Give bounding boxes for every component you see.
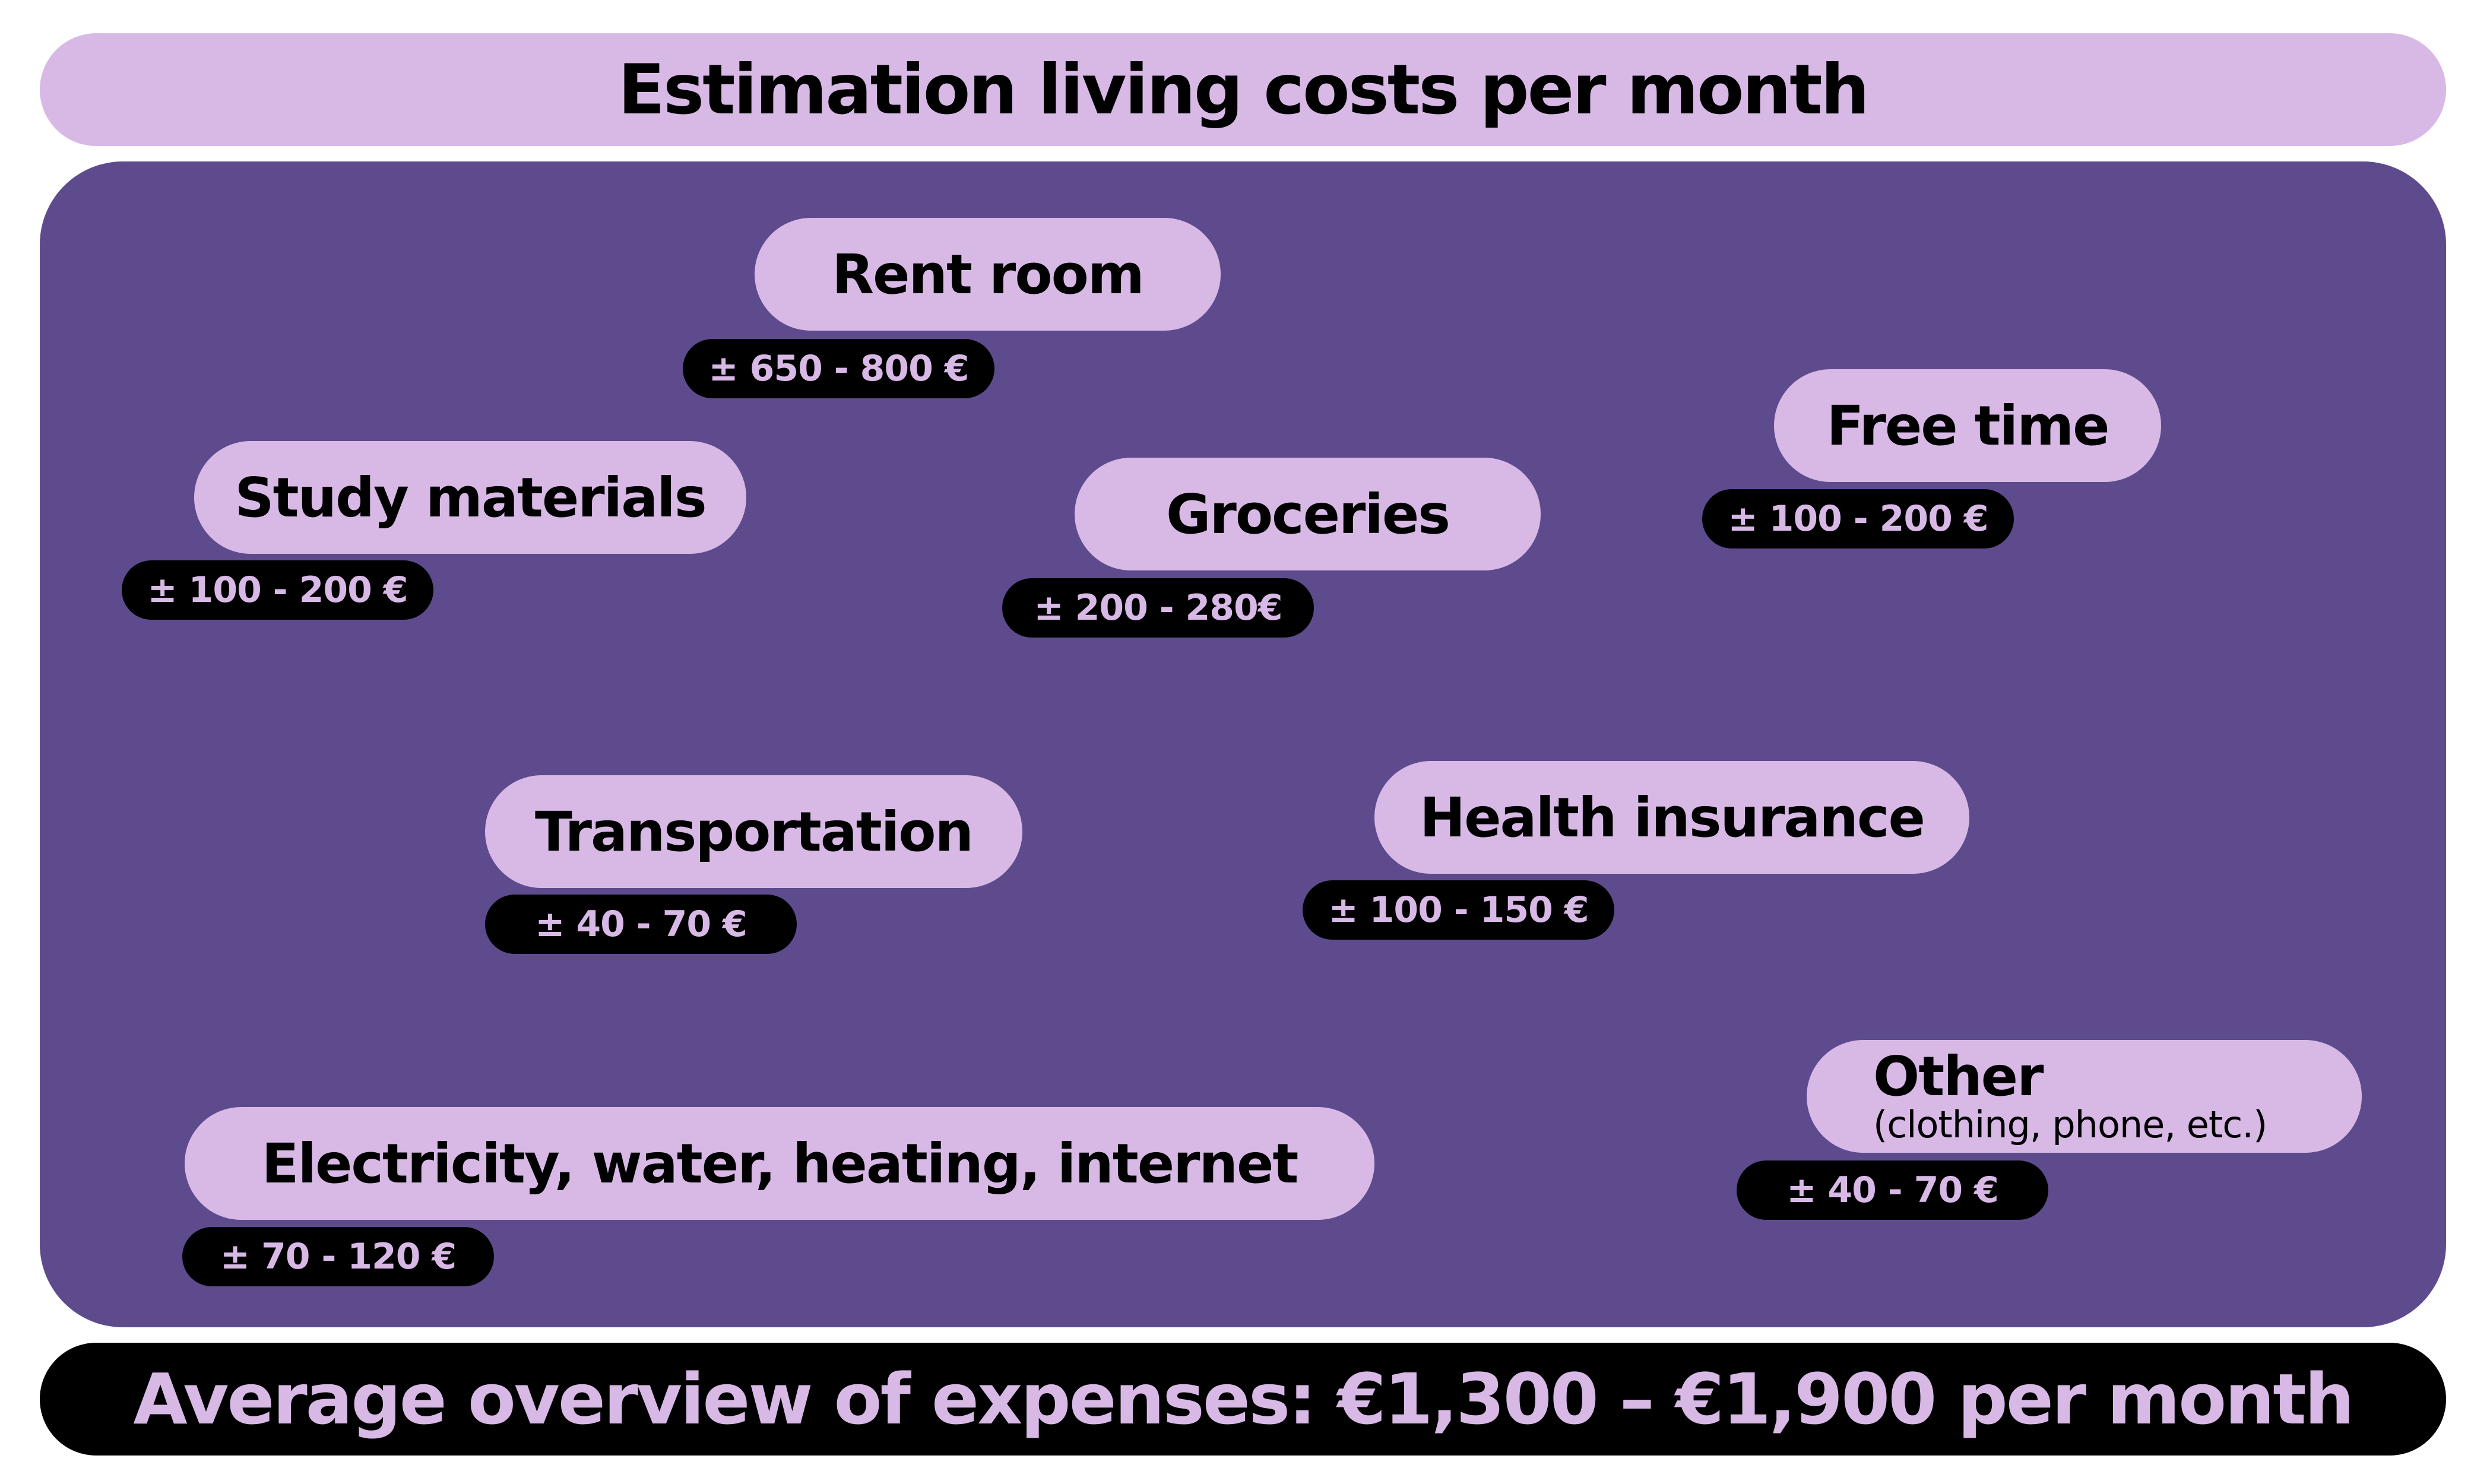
utilities-pill: Electricity, water, heating, internet bbox=[185, 1107, 1374, 1220]
other-label: Other bbox=[1873, 1045, 2044, 1108]
other-price: ± 40 - 70 € bbox=[1737, 1160, 2048, 1220]
summary-banner: Average overview of expenses: €1,300 – €… bbox=[40, 1343, 2446, 1456]
utilities-price-text: ± 70 - 120 € bbox=[220, 1236, 457, 1277]
utilities-label: Electricity, water, heating, internet bbox=[261, 1131, 1299, 1196]
costs-panel: Rent room ± 650 - 800 € Free time ± 100 … bbox=[40, 161, 2446, 1327]
title-banner: Estimation living costs per month bbox=[40, 33, 2446, 146]
health-insurance-price-text: ± 100 - 150 € bbox=[1328, 889, 1589, 931]
health-insurance-price: ± 100 - 150 € bbox=[1303, 880, 1614, 940]
rent-room-pill: Rent room bbox=[755, 218, 1221, 331]
study-materials-price-text: ± 100 - 200 € bbox=[147, 569, 408, 611]
groceries-label: Groceries bbox=[1165, 482, 1450, 546]
transportation-price-text: ± 40 - 70 € bbox=[535, 903, 747, 945]
study-materials-pill: Study materials bbox=[194, 441, 746, 554]
health-insurance-pill: Health insurance bbox=[1374, 761, 1969, 874]
free-time-price: ± 100 - 200 € bbox=[1702, 489, 2014, 548]
utilities-price: ± 70 - 120 € bbox=[182, 1227, 494, 1286]
free-time-price-text: ± 100 - 200 € bbox=[1728, 498, 1989, 540]
other-pill: Other (clothing, phone, etc.) bbox=[1807, 1040, 2362, 1153]
groceries-price: ± 200 - 280€ bbox=[1002, 578, 1314, 638]
study-materials-price: ± 100 - 200 € bbox=[122, 560, 433, 620]
transportation-label: Transportation bbox=[534, 800, 974, 864]
study-materials-label: Study materials bbox=[235, 465, 707, 529]
page-title: Estimation living costs per month bbox=[617, 49, 1870, 130]
groceries-price-text: ± 200 - 280€ bbox=[1034, 587, 1282, 629]
rent-room-price-text: ± 650 - 800 € bbox=[708, 348, 970, 389]
rent-room-label: Rent room bbox=[832, 242, 1144, 306]
free-time-pill: Free time bbox=[1774, 369, 2161, 482]
free-time-label: Free time bbox=[1826, 394, 2110, 458]
summary-text: Average overview of expenses: €1,300 – €… bbox=[133, 1358, 2354, 1440]
transportation-pill: Transportation bbox=[485, 775, 1022, 888]
transportation-price: ± 40 - 70 € bbox=[485, 895, 797, 954]
other-note: (clothing, phone, etc.) bbox=[1873, 1103, 2267, 1146]
rent-room-price: ± 650 - 800 € bbox=[683, 339, 994, 398]
health-insurance-label: Health insurance bbox=[1420, 785, 1925, 849]
groceries-pill: Groceries bbox=[1075, 458, 1541, 570]
other-price-text: ± 40 - 70 € bbox=[1786, 1169, 1998, 1211]
